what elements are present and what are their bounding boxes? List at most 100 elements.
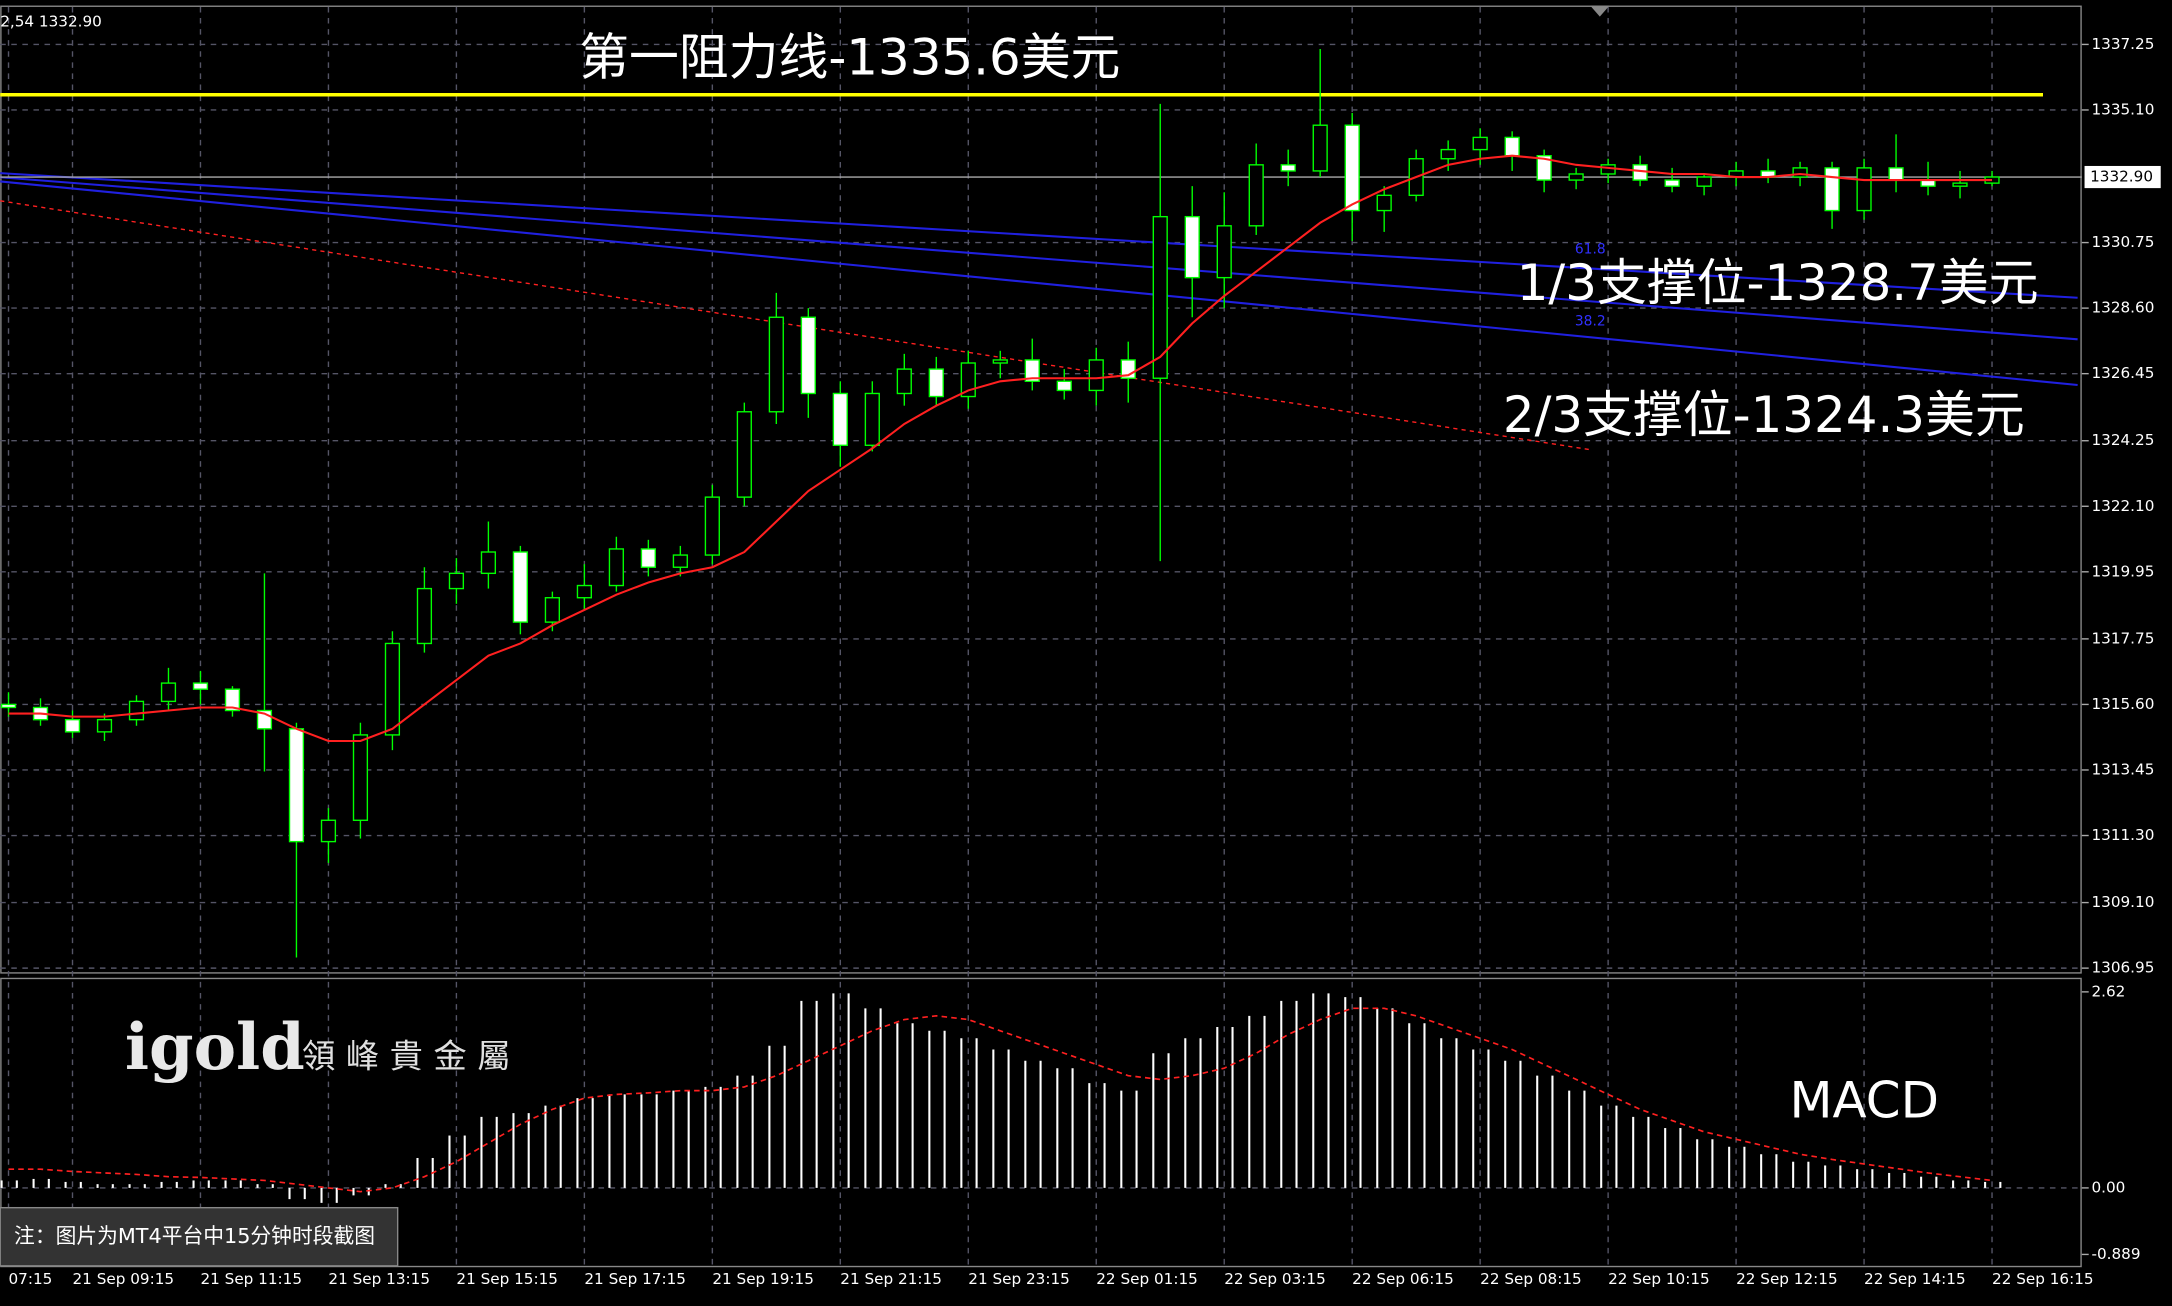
y-tick-label: 1306.95: [2091, 959, 2154, 977]
candle-body: [1344, 124, 1360, 212]
x-tick-label: 22 Sep 12:15: [1736, 1270, 1838, 1288]
candle-body: [1056, 380, 1072, 392]
logo: igold: [125, 1010, 305, 1085]
x-tick-label: 22 Sep 01:15: [1096, 1270, 1198, 1288]
candle-body: [1440, 148, 1456, 160]
candle-body: [1856, 167, 1872, 212]
candle-body: [992, 359, 1008, 364]
candle-body: [608, 548, 624, 587]
candle-body: [1600, 164, 1616, 175]
last-price-label: 1332.90: [2090, 168, 2153, 186]
y-tick-label: 1317.75: [2091, 629, 2154, 647]
candle-body: [1792, 167, 1808, 178]
candle-body: [928, 368, 944, 398]
candle-body: [736, 411, 752, 498]
candle-body: [384, 642, 401, 736]
candle-body: [576, 584, 592, 599]
note-box: [0, 1206, 399, 1267]
candle-body: [1216, 225, 1232, 279]
candle-body: [832, 392, 848, 446]
candle-body: [1632, 164, 1648, 181]
y-tick-label: 1326.45: [2091, 364, 2154, 382]
candle-body: [1184, 215, 1200, 279]
moving-average: [8, 154, 1993, 743]
candle-body: [1248, 164, 1264, 227]
candle-body: [960, 362, 976, 398]
candle-body: [1280, 164, 1296, 172]
main-pane-border: [0, 5, 2082, 974]
y-tick-label: 1322.10: [2091, 497, 2154, 515]
candle-body: [416, 587, 433, 645]
macd-label: MACD: [1790, 1071, 1939, 1129]
candle-body: [1504, 136, 1520, 157]
candle-body: [1888, 167, 1904, 181]
candle-body: [1696, 176, 1712, 187]
candle-body: [672, 554, 688, 568]
y-tick-label: 1337.25: [2091, 35, 2154, 53]
trend-line: [0, 180, 2078, 387]
candle-body: [1664, 179, 1680, 187]
y-tick-label: 1313.45: [2091, 760, 2154, 778]
x-tick-label: 22 Sep 03:15: [1224, 1270, 1326, 1288]
candle-body: [128, 700, 145, 721]
candle-body: [864, 392, 880, 446]
support-label: 2/3支撑位-1324.3美元: [1503, 386, 2025, 444]
candle-body: [1152, 215, 1168, 379]
x-tick-label: 22 Sep 10:15: [1608, 1270, 1710, 1288]
macd-pane-border: [0, 977, 2082, 1268]
candle-body: [1824, 167, 1840, 212]
x-tick-label: 21 Sep 21:15: [840, 1270, 942, 1288]
x-tick-label: 21 Sep 19:15: [712, 1270, 814, 1288]
candle-body: [0, 703, 17, 709]
trend-line-dashed: [0, 200, 1593, 451]
y-tick-label: 1319.95: [2091, 562, 2154, 580]
candle-body: [1088, 359, 1104, 392]
signal-line: [8, 1007, 1993, 1193]
y-tick-label: 1309.10: [2091, 893, 2154, 911]
y-tick-label: -0.889: [2091, 1245, 2140, 1263]
y-tick-label: 1315.60: [2091, 695, 2154, 713]
candle-body: [800, 316, 816, 395]
y-tick-label: 1324.25: [2091, 431, 2154, 449]
x-tick-label: 22 Sep 14:15: [1864, 1270, 1966, 1288]
candle-body: [160, 682, 177, 703]
y-tick-label: 1311.30: [2091, 826, 2154, 844]
x-tick-label: 21 Sep 15:15: [456, 1270, 558, 1288]
candle-body: [192, 682, 209, 690]
candle-body: [320, 819, 337, 843]
candle-body: [768, 316, 784, 413]
x-tick-label: 21 Sep 09:15: [72, 1270, 174, 1288]
logo-cn: 領 峰 貴 金 屬: [302, 1037, 510, 1076]
x-tick-label: 22 Sep 16:15: [1992, 1270, 2094, 1288]
support-label: 1/3支撑位-1328.7美元: [1517, 254, 2039, 312]
y-tick-label: 1335.10: [2091, 100, 2154, 118]
x-tick-label: 22 Sep 08:15: [1480, 1270, 1582, 1288]
candle-body: [224, 688, 241, 712]
candle-body: [64, 718, 81, 733]
candle-body: [1536, 155, 1552, 181]
header-text: 2,54 1332.90: [0, 13, 102, 31]
x-tick-label: 21 Sep 17:15: [584, 1270, 686, 1288]
trend-line: [0, 172, 2078, 299]
trend-line: [0, 176, 2078, 341]
fib-label: 38.2: [1575, 313, 1606, 329]
note: 注：图片为MT4平台中15分钟时段截图: [14, 1224, 375, 1248]
candle-body: [1952, 182, 1968, 187]
resistance-label: 第一阻力线-1335.6美元: [579, 28, 1120, 86]
candle-body: [288, 728, 305, 843]
candle-body: [96, 718, 113, 733]
scroll-marker: [1590, 5, 1610, 17]
candle-body: [896, 368, 912, 395]
y-tick-label: 2.62: [2091, 982, 2125, 1000]
candle-body: [1376, 194, 1392, 212]
y-tick-label: 1330.75: [2091, 233, 2154, 251]
candle-body: [480, 551, 497, 575]
candle-body: [1568, 173, 1584, 181]
candle-body: [704, 496, 720, 556]
candle-body: [1024, 359, 1040, 382]
x-tick-label: 07:15: [9, 1270, 53, 1288]
candle-body: [1312, 124, 1328, 172]
y-tick-label: 0.00: [2091, 1178, 2125, 1196]
candle-body: [512, 551, 529, 623]
